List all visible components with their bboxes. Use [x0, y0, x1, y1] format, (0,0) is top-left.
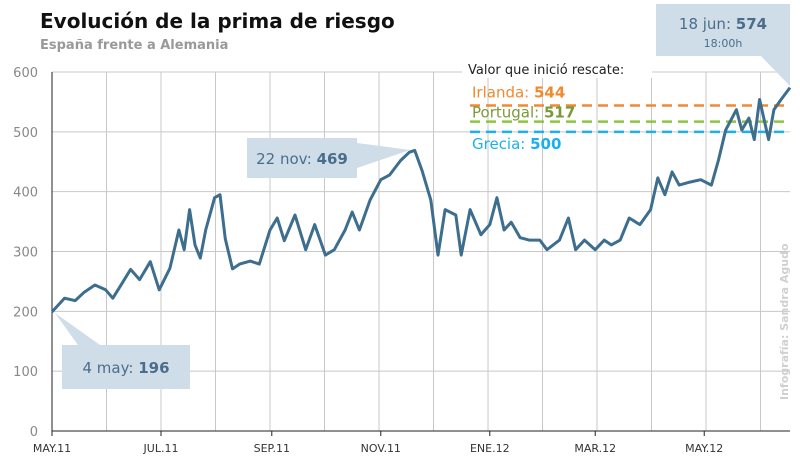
- svg-text:22 nov: 469: 22 nov: 469: [256, 150, 348, 168]
- reference-label: Grecia: 500: [472, 135, 561, 153]
- chart-title: Evolución de la prima de riesgo: [40, 9, 395, 33]
- x-tick-label: NOV.11: [361, 442, 401, 455]
- x-tick-label: SEP.11: [254, 442, 290, 455]
- reference-header: Valor que inició rescate:: [468, 63, 624, 78]
- x-tick-label: JUL.11: [143, 442, 179, 455]
- reference-lines: Irlanda: 544 Portugal: 517 Grecia: 500: [470, 84, 790, 153]
- credit: Infografía: Sandra Agudo: [778, 243, 791, 400]
- x-tick-label: MAR.12: [574, 442, 616, 455]
- chart-subtitle: España frente a Alemania: [40, 38, 228, 53]
- y-tick-label: 100: [13, 365, 38, 380]
- x-axis: MAY.11 JUL.11 SEP.11 NOV.11 ENE.12 MAR.12 MAY.…: [33, 430, 790, 455]
- callout-date: 4 may:: [82, 359, 133, 377]
- callout-value: 196: [138, 359, 169, 377]
- callout-date: 18 jun:: [679, 15, 731, 33]
- y-tick-label: 300: [13, 246, 38, 261]
- svg-text:18 jun: 574: 18 jun: 574: [679, 15, 767, 33]
- y-tick-label: 600: [13, 66, 38, 81]
- callout-4-may: 4 may: 196: [55, 313, 190, 389]
- callout-value: 469: [317, 150, 348, 168]
- callout-18-jun: 18 jun: 574 18:00h: [656, 4, 790, 86]
- reference-label: Portugal: 517: [472, 104, 575, 122]
- y-tick-label: 200: [13, 305, 38, 320]
- callout-date: 22 nov:: [256, 150, 312, 168]
- series-line: [50, 86, 792, 313]
- callout-value: 574: [736, 15, 767, 33]
- x-tick-label: ENE.12: [470, 442, 510, 455]
- x-tick-label: MAY.12: [685, 442, 723, 455]
- y-axis: 0 100 200 300 400 500 600: [13, 66, 53, 440]
- y-tick-label: 0: [30, 425, 38, 440]
- callout-time: 18:00h: [704, 37, 743, 50]
- y-tick-label: 400: [13, 186, 38, 201]
- reference-label: Irlanda: 544: [472, 84, 565, 102]
- x-tick-label: MAY.11: [33, 442, 71, 455]
- callout-22-nov: 22 nov: 469: [247, 138, 410, 178]
- y-tick-label: 500: [13, 126, 38, 141]
- svg-text:4 may: 196: 4 may: 196: [82, 359, 169, 377]
